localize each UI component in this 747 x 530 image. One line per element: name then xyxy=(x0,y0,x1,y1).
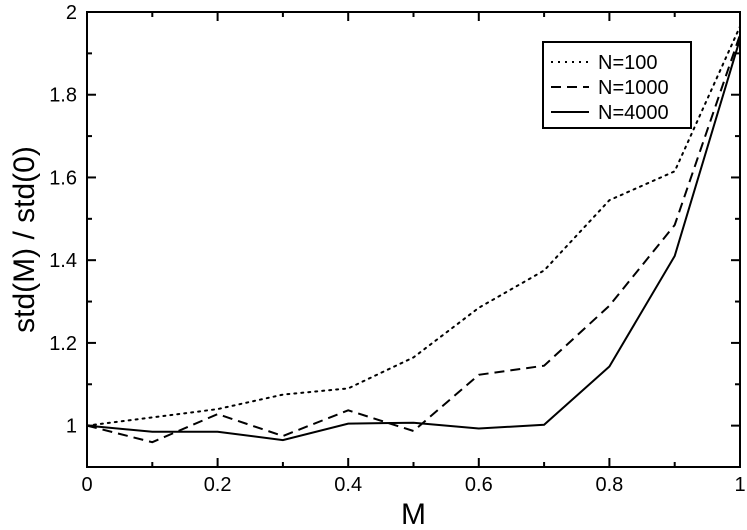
x-tick-label: 1 xyxy=(734,474,745,496)
y-tick-label: 1.6 xyxy=(49,167,77,189)
legend-label: N=4000 xyxy=(598,102,669,124)
x-tick-label: 0.2 xyxy=(204,474,232,496)
x-tick-label: 0.6 xyxy=(465,474,493,496)
legend-label: N=1000 xyxy=(598,77,669,99)
series-line-dashed xyxy=(86,34,741,444)
y-tick-label: 1.4 xyxy=(49,250,77,272)
axis-ticks-group: 0 0.2 0.4 0.6 0.8 1 1 1.2 1.4 1.6 1.8 2 xyxy=(49,2,745,496)
y-tick-label: 1.2 xyxy=(49,333,77,355)
x-tick-label: 0 xyxy=(81,474,92,496)
legend: N=100 N=1000 N=4000 xyxy=(542,41,692,129)
legend-box xyxy=(542,41,692,129)
legend-label: N=100 xyxy=(598,52,658,74)
y-tick-label: 1.8 xyxy=(49,85,77,107)
series-line-solid xyxy=(86,38,741,442)
y-tick-label: 1 xyxy=(66,416,77,438)
y-axis-title: std(M) / std(0) xyxy=(8,146,41,333)
y-tick-label: 2 xyxy=(66,2,77,24)
series-line-dotted xyxy=(86,25,741,427)
x-tick-label: 0.8 xyxy=(595,474,623,496)
plot-series-group xyxy=(86,25,741,444)
x-tick-label: 0.4 xyxy=(334,474,362,496)
x-axis-title: M xyxy=(401,498,426,530)
